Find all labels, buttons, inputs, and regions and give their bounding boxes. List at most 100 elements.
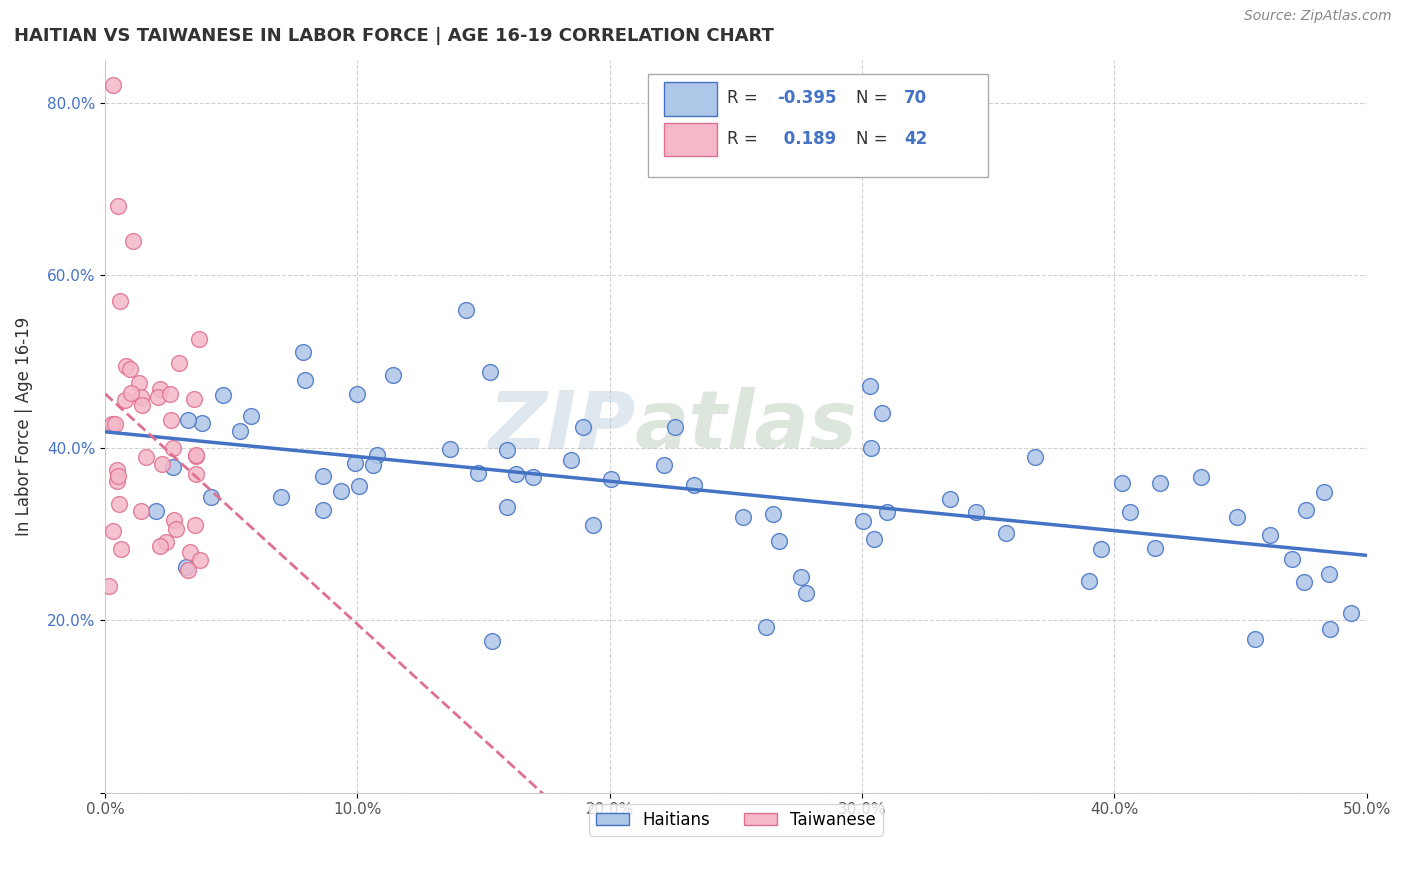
Point [240, 409, 263, 423]
Point [184, 449, 207, 463]
Point [1111, 476, 1133, 491]
Point [859, 441, 882, 455]
Point [1295, 503, 1317, 517]
Point [346, 387, 368, 401]
Point [184, 517, 207, 532]
Point [115, 359, 138, 373]
Text: 70: 70 [904, 89, 927, 107]
Point [105, 474, 128, 488]
Point [211, 388, 233, 402]
Point [439, 442, 461, 456]
Point [183, 392, 205, 406]
Point [98, 579, 121, 593]
Point [731, 510, 754, 524]
Point [104, 417, 127, 432]
Point [107, 469, 129, 483]
Point [110, 542, 132, 557]
Point [755, 619, 778, 633]
Point [467, 466, 489, 480]
Point [852, 515, 875, 529]
Point [938, 491, 960, 506]
Point [794, 586, 817, 600]
Point [270, 490, 292, 504]
Point [101, 524, 124, 538]
FancyBboxPatch shape [664, 82, 717, 116]
Point [184, 467, 207, 481]
Point [1024, 450, 1046, 464]
Point [177, 563, 200, 577]
Point [294, 373, 316, 387]
Text: 0.189: 0.189 [778, 129, 835, 148]
Point [186, 448, 208, 462]
Point [876, 505, 898, 519]
Point [762, 507, 785, 521]
Text: HAITIAN VS TAIWANESE IN LABOR FORCE | AGE 16-19 CORRELATION CHART: HAITIAN VS TAIWANESE IN LABOR FORCE | AG… [14, 27, 773, 45]
Point [149, 383, 172, 397]
Point [101, 78, 124, 93]
Point [128, 376, 150, 390]
Point [1258, 528, 1281, 542]
Legend: Haitians, Taiwanese: Haitians, Taiwanese [589, 805, 883, 836]
Point [1313, 485, 1336, 500]
Text: atlas: atlas [636, 387, 858, 465]
Point [146, 390, 169, 404]
FancyBboxPatch shape [664, 122, 717, 156]
Text: R =: R = [727, 129, 763, 148]
Point [163, 513, 186, 527]
Point [1090, 542, 1112, 557]
Point [150, 458, 173, 472]
Point [155, 535, 177, 549]
Point [110, 294, 132, 309]
Point [496, 500, 519, 515]
Point [122, 234, 145, 248]
Point [167, 356, 190, 370]
Point [560, 453, 582, 467]
Point [330, 483, 353, 498]
Point [361, 458, 384, 472]
FancyBboxPatch shape [648, 74, 988, 177]
Point [177, 412, 200, 426]
Point [1189, 469, 1212, 483]
Point [118, 361, 141, 376]
Point [1226, 509, 1249, 524]
Point [107, 199, 129, 213]
Point [160, 413, 183, 427]
Point [135, 450, 157, 465]
Point [768, 533, 790, 548]
Point [174, 559, 197, 574]
Text: 42: 42 [904, 129, 927, 148]
Point [1319, 622, 1341, 636]
Point [505, 467, 527, 481]
Point [481, 634, 503, 648]
Point [1281, 551, 1303, 566]
Point [149, 539, 172, 553]
Point [229, 424, 252, 438]
Point [859, 379, 882, 393]
Point [347, 479, 370, 493]
Point [105, 463, 128, 477]
Text: N =: N = [856, 129, 893, 148]
Text: Source: ZipAtlas.com: Source: ZipAtlas.com [1244, 9, 1392, 23]
Point [114, 392, 136, 407]
Point [145, 504, 167, 518]
Point [312, 503, 335, 517]
Point [600, 472, 623, 486]
Point [1119, 504, 1142, 518]
Point [312, 468, 335, 483]
Point [291, 345, 314, 359]
Point [479, 365, 502, 379]
Point [790, 570, 813, 584]
Point [994, 525, 1017, 540]
Point [191, 416, 214, 430]
Text: R =: R = [727, 89, 763, 107]
Point [582, 518, 605, 533]
Text: -0.395: -0.395 [778, 89, 837, 107]
Point [495, 442, 517, 457]
Point [100, 417, 122, 431]
Point [1243, 632, 1265, 647]
Point [870, 407, 893, 421]
Point [654, 458, 676, 472]
Point [120, 386, 142, 401]
Point [1292, 574, 1315, 589]
Point [107, 498, 129, 512]
